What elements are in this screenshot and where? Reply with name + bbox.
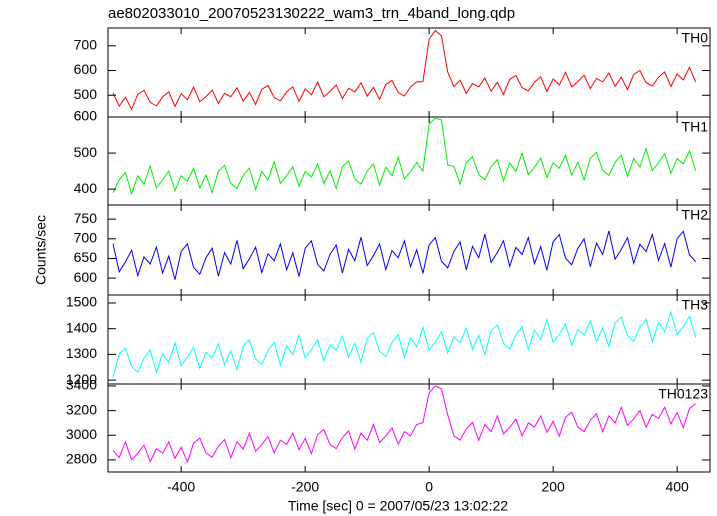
y-tick-label: 700 (74, 37, 98, 53)
panel-label: TH0 (682, 30, 709, 46)
y-axis-label: Counts/sec (33, 215, 49, 285)
x-tick-label: 200 (541, 479, 565, 495)
data-line (112, 310, 697, 378)
x-tick-label: 0 (425, 479, 433, 495)
data-line (112, 385, 697, 464)
y-tick-label: 1300 (66, 345, 97, 361)
y-tick-label: 1200 (66, 371, 97, 387)
x-tick-label: -200 (291, 479, 319, 495)
y-tick-label: 600 (74, 269, 98, 285)
panel-label: TH2 (682, 207, 709, 223)
y-tick-label: 500 (74, 144, 98, 160)
y-tick-label: 650 (74, 249, 98, 265)
y-tick-label: 600 (74, 108, 98, 124)
panel-frame (107, 204, 711, 296)
y-tick-label: 400 (74, 180, 98, 196)
y-tick-label: 3200 (66, 401, 97, 417)
data-line (112, 117, 697, 196)
x-axis-label: Time [sec] 0 = 2007/05/23 13:02:22 (288, 498, 508, 514)
y-tick-label: 2800 (66, 451, 97, 467)
data-line (112, 230, 697, 280)
panel-frame (107, 116, 711, 206)
y-tick-label: 750 (74, 210, 98, 226)
panel-label: TH3 (682, 297, 709, 313)
y-tick-label: 700 (74, 230, 98, 246)
chart-title: ae802033010_20070523130222_wam3_trn_4ban… (108, 5, 515, 22)
panel-label: TH1 (682, 119, 709, 135)
y-tick-label: 600 (74, 61, 98, 77)
y-tick-label: 1400 (66, 319, 97, 335)
x-tick-label: 400 (665, 479, 689, 495)
panel-frame (107, 383, 711, 473)
panel-frame (107, 27, 711, 118)
y-tick-label: 500 (74, 86, 98, 102)
x-tick-label: -400 (167, 479, 195, 495)
panel-frame (107, 294, 711, 385)
panel-label: TH0123 (658, 386, 708, 402)
y-tick-label: 3400 (66, 377, 97, 393)
y-tick-label: 1500 (66, 294, 97, 310)
data-line (112, 29, 697, 111)
y-tick-label: 3000 (66, 426, 97, 442)
